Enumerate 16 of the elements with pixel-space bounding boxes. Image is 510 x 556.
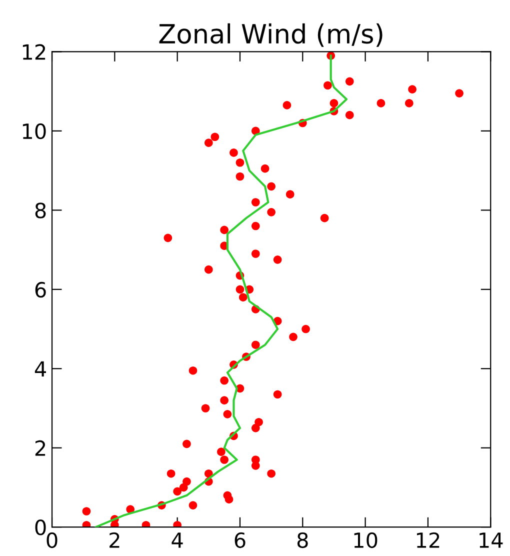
x-tick-label: 8	[297, 532, 308, 548]
y-tick-label: 2	[35, 440, 46, 456]
x-tick-label: 12	[416, 532, 440, 548]
x-tick-label: 10	[354, 532, 378, 548]
x-tick-label: 2	[110, 532, 120, 548]
y-tick-label: 0	[35, 520, 46, 536]
y-tick-label: 10	[22, 123, 46, 140]
y-tick-label: 12	[22, 44, 46, 60]
x-tick-label: 4	[172, 532, 183, 548]
x-tick-label: 14	[480, 532, 503, 548]
y-tick-label: 8	[35, 202, 46, 218]
y-tick-label: 4	[34, 361, 46, 377]
y-tick-label: 6	[35, 282, 46, 298]
x-tick-label: 0	[46, 532, 58, 548]
chart-title: Zonal Wind (m/s)	[159, 23, 382, 47]
x-tick-label: 6	[234, 532, 246, 548]
